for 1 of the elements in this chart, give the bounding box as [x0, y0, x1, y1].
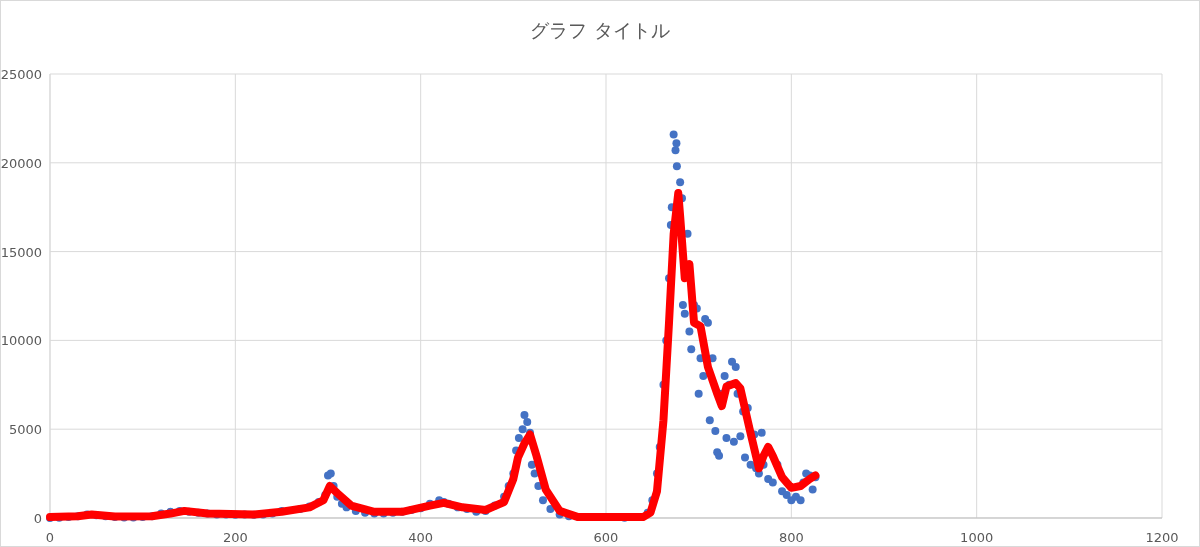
title: グラフ タイトル	[530, 19, 670, 41]
